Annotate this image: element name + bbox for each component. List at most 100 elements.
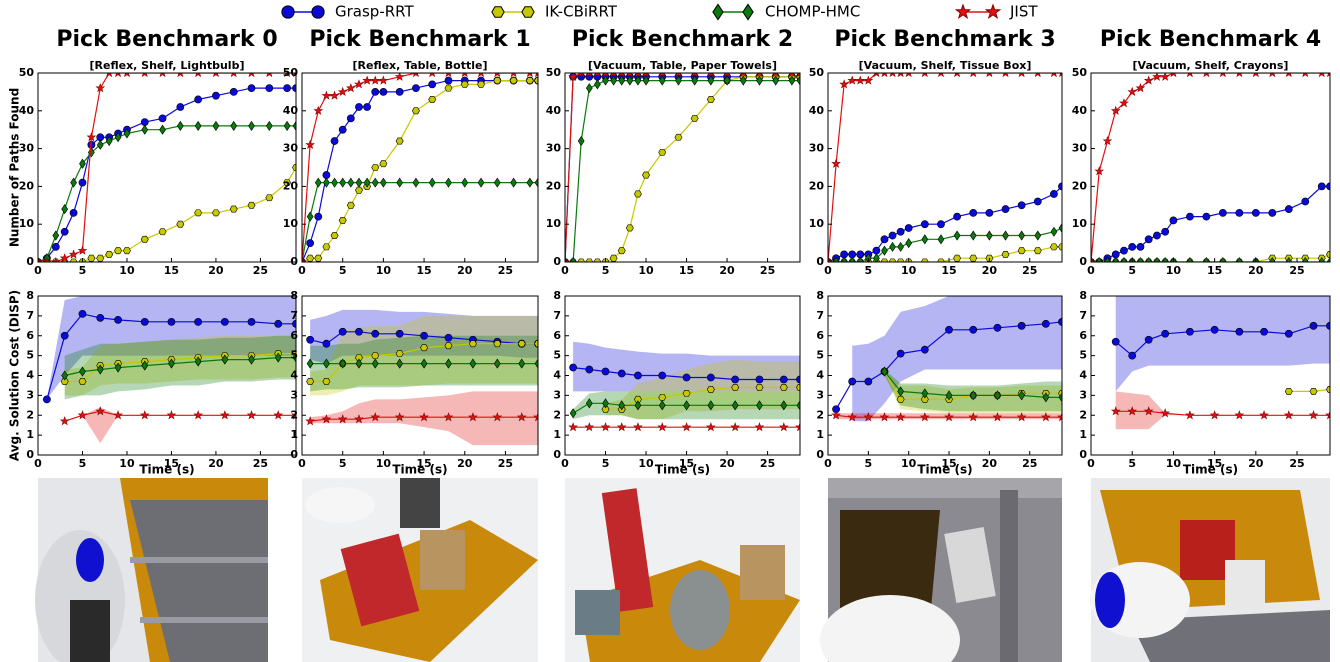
y-tick-label: 4 (816, 369, 824, 382)
marker (1152, 73, 1162, 81)
marker (828, 256, 833, 262)
marker (658, 393, 667, 401)
marker (420, 344, 429, 352)
marker (1127, 86, 1138, 97)
marker (797, 73, 800, 78)
marker (247, 84, 256, 93)
x-tick-label: 5 (1128, 264, 1136, 277)
x-tick-label: 20 (457, 264, 473, 277)
marker (193, 410, 203, 420)
marker (247, 317, 256, 326)
marker (795, 422, 800, 432)
marker (847, 75, 858, 85)
x-axis-label: Time (s) (655, 463, 710, 477)
marker (248, 73, 255, 78)
marker (690, 114, 699, 122)
marker (954, 73, 961, 78)
y-axis-label: Number of Paths Found (8, 88, 22, 247)
y-tick-label: 0 (290, 255, 298, 268)
marker (594, 79, 601, 90)
marker (1326, 251, 1330, 258)
marker (1017, 247, 1026, 255)
x-tick-label: 0 (561, 457, 569, 470)
axes-frame (37, 295, 297, 456)
marker (292, 120, 296, 131)
marker (526, 73, 533, 78)
marker (840, 256, 848, 262)
marker (1326, 256, 1330, 262)
marker (1058, 222, 1062, 234)
marker (338, 217, 347, 224)
y-tick-label: 20 (809, 179, 825, 192)
marker (896, 395, 905, 403)
marker (330, 137, 339, 145)
marker (314, 212, 323, 221)
y-tick-label: 10 (546, 217, 562, 230)
marker (77, 410, 88, 420)
marker (633, 395, 642, 403)
plot-area (38, 73, 296, 262)
marker (1058, 317, 1062, 326)
marker (1094, 166, 1105, 176)
marker (986, 73, 993, 78)
y-tick-label: 0 (816, 448, 824, 461)
marker (355, 354, 363, 362)
marker (311, 5, 325, 19)
marker (96, 139, 104, 150)
marker (602, 398, 609, 409)
axes-frame (1090, 295, 1331, 456)
marker (691, 75, 699, 86)
marker (659, 73, 666, 78)
marker (731, 375, 740, 384)
marker (992, 412, 1003, 422)
marker (370, 412, 381, 422)
marker (1033, 247, 1042, 255)
y-tick-label: 4 (290, 369, 298, 382)
x-tick-label: 10 (376, 264, 392, 277)
marker (247, 201, 256, 209)
marker (880, 258, 889, 262)
marker (362, 75, 372, 85)
marker (371, 177, 379, 188)
y-tick-label: 30 (546, 142, 562, 155)
y-tick-label: 7 (290, 309, 298, 322)
marker (1050, 226, 1058, 237)
marker (969, 208, 978, 217)
marker (1327, 73, 1330, 78)
marker (634, 371, 642, 380)
x-tick-label: 0 (824, 264, 832, 277)
marker (166, 410, 177, 420)
marker (706, 96, 715, 103)
marker (779, 375, 788, 384)
axes-frame (301, 72, 539, 263)
plot-area (1110, 296, 1330, 430)
marker (468, 412, 478, 422)
x-tick-label: 0 (1087, 457, 1095, 470)
marker (1269, 73, 1276, 78)
marker (461, 73, 468, 78)
marker (585, 365, 594, 374)
y-tick-label: 1 (26, 428, 34, 441)
marker (1110, 105, 1121, 115)
marker (1209, 410, 1220, 420)
x-tick-label: 25 (1289, 457, 1304, 470)
marker (618, 400, 626, 411)
marker (634, 400, 642, 411)
marker (1001, 205, 1010, 213)
marker (283, 84, 292, 93)
marker (1185, 327, 1194, 336)
scene-image (302, 478, 538, 662)
marker (230, 120, 238, 131)
y-tick-label: 8 (26, 289, 34, 302)
marker (69, 258, 78, 262)
marker (879, 412, 890, 422)
marker (283, 179, 292, 187)
marker (1219, 256, 1227, 262)
marker (394, 412, 405, 422)
error-band (310, 315, 538, 396)
marker (1001, 251, 1010, 258)
y-tick-label: 6 (290, 329, 298, 342)
marker (707, 400, 715, 411)
marker (856, 256, 864, 262)
marker (1236, 73, 1243, 78)
